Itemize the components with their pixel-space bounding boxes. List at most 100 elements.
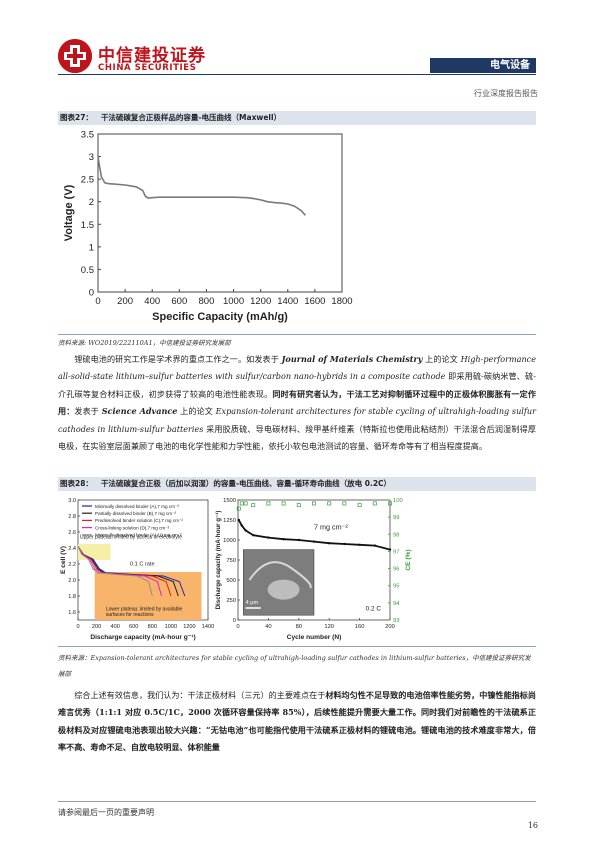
ce-point: [251, 503, 256, 508]
p1-text-a: 锂硫电池的研究工作是学术界的重点工作之一。如发表于: [74, 354, 279, 364]
x-tick-label: 1000: [165, 624, 177, 630]
figure27-source-divider: [58, 334, 536, 335]
x-tick-label: 160: [355, 624, 365, 630]
ce-point: [239, 501, 244, 506]
p1-text-b: 上的论文: [425, 354, 458, 364]
ce-point: [296, 503, 301, 508]
annotation-lower-plateau-2: surfaces for reactions: [106, 612, 154, 618]
paragraph-2: 综合上述有效信息，我们认为：干法正极材料（三元）的主要难点在于材料均匀性不足导致…: [58, 687, 536, 757]
figure28-chart-right: 0 40 80 120 160 200 0 250 500 750 1000 1250 1500 93 94…: [215, 498, 412, 641]
annotation-loading: 7 mg cm⁻²: [314, 523, 348, 532]
annotation-rate: 0.2 C: [366, 605, 382, 612]
figure28-number: 图表28：: [60, 479, 93, 488]
legend-label: Partially dissolved binder (B),7 mg cm⁻²: [95, 511, 177, 516]
legend-label: Cross-linking solution (D),7 mg cm⁻²: [95, 525, 170, 530]
y-tick-label: 1500: [223, 498, 236, 504]
ce-point: [327, 501, 332, 506]
figure28-source-a: 资料来源：: [58, 654, 91, 662]
x-tick-label: 0: [236, 624, 239, 630]
capacity-point: [343, 542, 346, 546]
discharge-curve: [77, 546, 153, 597]
voltage-curve: [97, 156, 306, 216]
p1-text-e: 上的论文: [180, 406, 213, 417]
figure27-source: 资料来源: WO2019/222110A1，中信建投证券研究发展部: [58, 339, 231, 347]
ce-point: [281, 501, 286, 506]
x-tick-label: 1800: [331, 296, 352, 307]
paragraph-1: 锂硫电池的研究工作是学术界的重点工作之一。如发表于 Journal of Mat…: [58, 351, 536, 455]
figure28-source-title: Expansion-tolerant architectures for sta…: [90, 654, 466, 662]
y-tick-label: 500: [226, 578, 236, 584]
legend-label: Minimally-dissolved binder (A),10 mg cm⁻…: [95, 533, 182, 538]
ce-point: [243, 501, 248, 506]
x-tick-label: 200: [385, 624, 395, 630]
capacity-point: [358, 543, 361, 546]
y-tick-label: 1.8: [68, 594, 76, 600]
x-tick-label: 0: [95, 296, 100, 307]
x-axis-label: Discharge capacity (mA·hour g⁻¹): [90, 634, 195, 641]
logo-text-en: CHINA SECURITIES: [98, 63, 197, 73]
legend-label: Minimally dissolved binder (A),7 mg cm⁻²: [95, 504, 179, 509]
p1-text-c: 即采用硫-碳纳米管、硫-介孔碳等复合材料正极，初步获得了较高的电池性能表现。: [58, 371, 536, 399]
p1-text-f: 采用胶质硫、导电碳材料、羧甲基纤维素（特斯拉也使用此粘结剂）干法混合后润湿制得厚…: [58, 423, 536, 452]
x-axis-label: Specific Capacity (mAh/g): [152, 311, 288, 323]
y-tick-label: 2.0: [68, 578, 76, 584]
x-tick-label: 800: [199, 296, 215, 307]
capacity-point: [388, 548, 392, 551]
y-axis-label: Discharge capacity (mA·hour g⁻¹): [215, 511, 222, 610]
y-tick-label: 2.6: [68, 530, 76, 536]
p1-journal: Journal of Materials Chemistry: [281, 354, 423, 364]
header-divider: [58, 74, 536, 75]
y-tick-label: 2.4: [68, 546, 76, 552]
ce-point: [266, 501, 271, 506]
report-type: 行业深度报告报告: [474, 89, 538, 98]
annotation-scale: 4 μm: [246, 600, 259, 606]
ce-point: [236, 506, 241, 511]
capacity-point: [237, 518, 240, 522]
sem-fiber: [248, 561, 312, 589]
annotation-upper-plateau: Upper plateau: limited by access of elec…: [80, 534, 182, 540]
lower-plateau-region: [94, 572, 202, 620]
y-tick-label: 1000: [223, 538, 236, 544]
x-tick-label: 600: [171, 296, 187, 307]
figure28-title-bar: 图表28： 干法硫碳复合正极（后加以润湿）的容量-电压曲线、容量-循环寿命曲线（放…: [58, 477, 536, 491]
y-tick-label: 2.8: [68, 514, 76, 520]
y-tick-label: 2: [89, 197, 94, 208]
x-tick-label: 400: [144, 296, 160, 307]
x-tick-label: 800: [148, 624, 157, 630]
capacity-point: [240, 524, 243, 527]
y2-tick-label: 100: [393, 498, 403, 504]
p1-bold: 同时有研究者认为，干法工艺对抑制循环过程中的正极体积膨胀有一定作用：: [58, 388, 536, 417]
figure28-chart-left: 0 200 400 600 800 1000 1200 1400 1.6 1.8 2.0 2.2 2.4…: [60, 498, 214, 641]
p2-bold: 材料均匀性不足导致的电池倍率性能劣势，中镍性能指标尚难言优秀（1:1:1 对应 …: [58, 690, 536, 753]
footer-divider: [58, 801, 536, 802]
y2-axis-label: CE (%): [405, 549, 412, 570]
capacity-point: [373, 544, 376, 547]
logo-icon: [58, 39, 92, 73]
footer-note: 请参阅最后一页的重要声明: [58, 808, 154, 817]
figure27-title-bar: 图表27： 干法硫碳复合正极样品的容量-电压曲线（Maxwell）: [58, 111, 536, 125]
capacity-point: [267, 536, 270, 539]
y-tick-label: 1250: [223, 518, 236, 524]
x-tick-label: 1200: [250, 296, 271, 307]
y-axis-label: E cell (V): [60, 546, 67, 574]
y-tick-label: 1: [89, 242, 94, 253]
figure28-source-divider: [58, 646, 536, 647]
y-tick-label: 1.6: [68, 610, 76, 616]
capacity-point: [244, 529, 247, 532]
figure28-source-b: ，中信建投证券研究发展部: [58, 654, 531, 678]
figure28-title: 干法硫碳复合正极（后加以润湿）的容量-电压曲线、容量-循环寿命曲线（放电 0.2…: [100, 479, 392, 488]
y2-tick-label: 99: [393, 515, 399, 521]
ce-point: [388, 501, 392, 506]
upper-plateau-region: [78, 544, 111, 560]
legend-label: Predissolved binder solution (C),7 mg cm…: [95, 518, 183, 523]
y-tick-label: 0: [89, 288, 94, 299]
x-tick-label: 1000: [223, 296, 244, 307]
p1-text-d: 发表于: [74, 406, 100, 417]
y2-tick-label: 93: [393, 618, 399, 624]
y-tick-label: 0: [233, 618, 236, 624]
x-tick-label: 0: [76, 624, 79, 630]
y-tick-label: 3.5: [81, 130, 94, 141]
ce-point: [372, 501, 377, 506]
page-number: 16: [527, 821, 538, 830]
y-tick-label: 1.5: [81, 220, 94, 231]
